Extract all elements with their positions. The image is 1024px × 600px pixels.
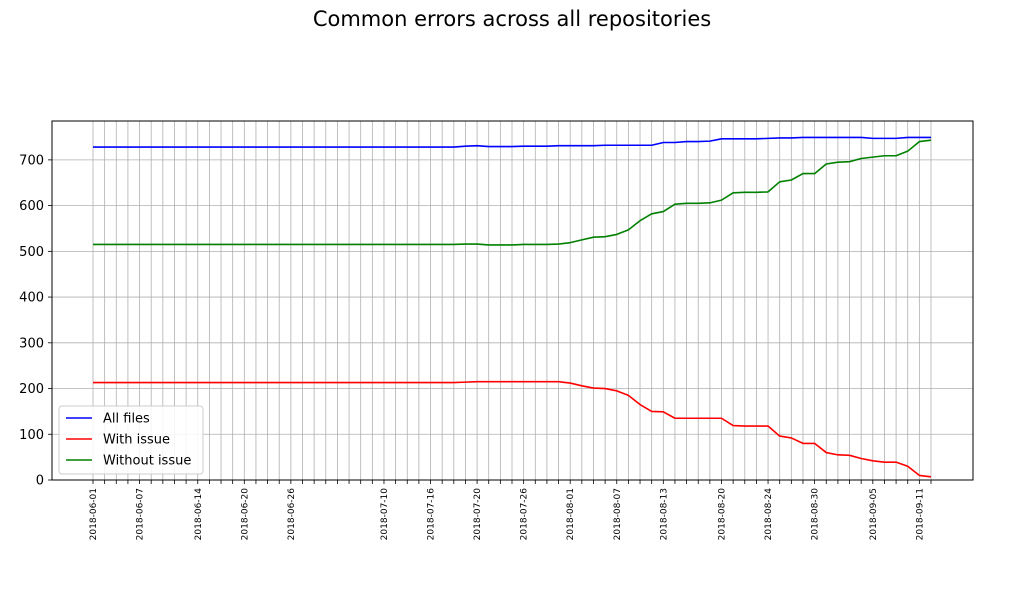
- x-tick-label: 2018-06-14: [194, 488, 204, 541]
- legend: All files With issue Without issue: [58, 405, 204, 475]
- x-tick-label: 2018-09-05: [869, 488, 879, 540]
- x-tick-label: 2018-08-24: [764, 488, 774, 541]
- legend-label: All files: [103, 412, 150, 427]
- y-tick-label: 500: [19, 245, 44, 260]
- legend-label: With issue: [103, 433, 170, 448]
- x-tick-label: 2018-08-30: [811, 488, 821, 541]
- chart-title: Common errors across all repositories: [312, 7, 712, 31]
- plot-frame: [51, 120, 974, 481]
- x-tick-label: 2018-08-13: [659, 488, 669, 540]
- legend-box: [58, 405, 204, 475]
- y-tick-label: 300: [19, 336, 44, 351]
- y-tick-label: 400: [19, 291, 44, 306]
- y-tick-label: 200: [19, 382, 44, 397]
- axis-layer: 2018-06-01 2018-06-07 2018-06-14 2018-06-20…: [19, 153, 932, 541]
- x-tick-label: 2018-09-11: [915, 488, 925, 540]
- grid-layer: [52, 121, 973, 481]
- series-layer: [93, 136, 932, 478]
- x-tick-label: 2018-07-10: [380, 488, 390, 541]
- x-tick-label: 2018-08-20: [718, 488, 728, 541]
- x-tick-label: 2018-06-07: [136, 488, 146, 540]
- y-tick-label: 0: [36, 474, 44, 489]
- y-tick-label: 600: [19, 199, 44, 214]
- legend-label: Without issue: [103, 454, 191, 469]
- y-tick-label: 700: [19, 153, 44, 168]
- x-tick-label: 2018-07-16: [427, 488, 437, 541]
- series-line-with-issue: [93, 380, 932, 478]
- x-tick-label: 2018-08-01: [566, 488, 576, 540]
- series-line-all-files: [93, 136, 931, 148]
- x-tick-label: 2018-06-01: [89, 488, 99, 540]
- series-line-without-issue: [93, 139, 932, 246]
- x-tick-label: 2018-07-26: [520, 488, 530, 541]
- x-tick-label: 2018-06-26: [287, 488, 297, 541]
- x-tick-label: 2018-08-07: [613, 488, 623, 540]
- x-tick-label: 2018-07-20: [473, 488, 483, 541]
- y-tick-label: 100: [19, 428, 44, 443]
- x-tick-label: 2018-06-20: [240, 488, 250, 541]
